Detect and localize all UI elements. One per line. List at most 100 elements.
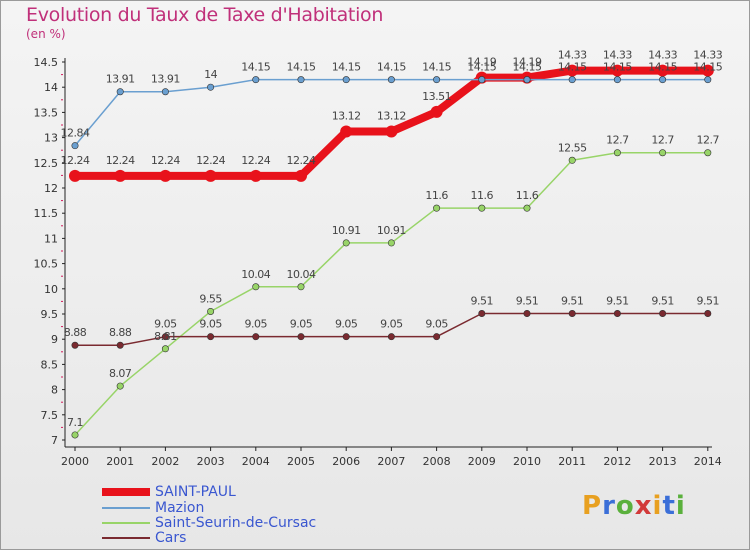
point-cars xyxy=(704,309,712,317)
data-label-mazion: 14.15 xyxy=(693,61,722,74)
chart-subtitle: (en %) xyxy=(26,27,66,41)
point-saint-paul xyxy=(611,64,624,77)
data-label-saint-seurin-de-cursac: 10.04 xyxy=(241,268,270,281)
data-label-saint-seurin-de-cursac: 8.07 xyxy=(109,367,132,380)
y-tick-label: 10.5 xyxy=(34,258,59,271)
y-tick-label: 13.5 xyxy=(34,106,59,119)
point-mazion xyxy=(161,88,169,96)
x-tick-label: 2010 xyxy=(513,455,541,468)
point-cars xyxy=(523,309,531,317)
point-saint-seurin-de-cursac xyxy=(478,204,486,212)
y-tick-label: 7.5 xyxy=(41,409,59,422)
data-label-cars: 9.51 xyxy=(606,294,629,307)
data-label-saint-paul: 12.24 xyxy=(151,154,180,167)
data-label-mazion: 14.15 xyxy=(241,61,270,74)
data-label-cars: 9.51 xyxy=(651,294,674,307)
point-saint-seurin-de-cursac xyxy=(207,307,215,315)
legend-label-cars: Cars xyxy=(155,530,187,546)
point-mazion xyxy=(433,76,441,84)
data-label-cars: 9.05 xyxy=(380,318,403,331)
data-label-saint-paul: 14.19 xyxy=(467,56,496,69)
point-cars xyxy=(613,309,621,317)
point-saint-paul xyxy=(114,169,127,182)
data-label-cars: 8.88 xyxy=(64,326,87,339)
point-cars xyxy=(568,309,576,317)
x-tick-label: 2011 xyxy=(558,455,586,468)
point-saint-paul xyxy=(249,169,262,182)
point-saint-seurin-de-cursac xyxy=(704,149,712,157)
x-tick-label: 2006 xyxy=(332,455,360,468)
data-label-cars: 9.51 xyxy=(697,294,720,307)
point-saint-paul xyxy=(340,125,353,138)
point-saint-paul xyxy=(430,105,443,118)
data-label-saint-seurin-de-cursac: 11.6 xyxy=(425,189,448,202)
point-saint-paul xyxy=(159,169,172,182)
data-label-mazion: 14.15 xyxy=(377,61,406,74)
data-label-saint-paul: 12.24 xyxy=(106,154,135,167)
point-saint-seurin-de-cursac xyxy=(613,149,621,157)
data-label-saint-paul: 12.24 xyxy=(241,154,270,167)
data-label-cars: 9.05 xyxy=(335,318,358,331)
data-label-mazion: 14.15 xyxy=(287,61,316,74)
point-saint-seurin-de-cursac xyxy=(116,382,124,390)
point-saint-seurin-de-cursac xyxy=(568,156,576,164)
data-label-saint-seurin-de-cursac: 10.04 xyxy=(287,268,316,281)
point-mazion xyxy=(478,76,486,84)
data-label-cars: 9.05 xyxy=(425,318,448,331)
data-label-cars: 9.51 xyxy=(516,294,539,307)
data-label-saint-seurin-de-cursac: 12.55 xyxy=(558,141,587,154)
y-tick-label: 8.5 xyxy=(41,358,59,371)
data-label-saint-seurin-de-cursac: 12.7 xyxy=(697,134,720,147)
data-label-mazion: 14.15 xyxy=(603,61,632,74)
data-label-mazion: 14.15 xyxy=(648,61,677,74)
x-tick-label: 2014 xyxy=(694,455,722,468)
x-tick-label: 2000 xyxy=(61,455,89,468)
data-label-saint-seurin-de-cursac: 10.91 xyxy=(332,224,361,237)
y-tick-label: 9.5 xyxy=(41,308,59,321)
y-tick-label: 12.5 xyxy=(34,157,59,170)
point-mazion xyxy=(523,76,531,84)
y-tick-label: 11 xyxy=(44,232,58,245)
data-label-saint-seurin-de-cursac: 9.55 xyxy=(199,292,222,305)
y-tick-label: 8 xyxy=(51,384,58,397)
point-cars xyxy=(387,333,395,341)
data-label-mazion: 14.15 xyxy=(332,61,361,74)
point-saint-paul xyxy=(69,169,81,182)
y-tick-label: 9 xyxy=(51,333,58,346)
y-tick-label: 7 xyxy=(51,434,58,447)
point-saint-seurin-de-cursac xyxy=(523,204,531,212)
point-saint-paul xyxy=(295,169,307,182)
point-saint-seurin-de-cursac xyxy=(387,239,395,247)
data-label-mazion: 12.84 xyxy=(61,127,90,140)
data-label-saint-paul: 12.24 xyxy=(196,154,225,167)
point-cars xyxy=(478,309,486,317)
point-cars xyxy=(161,333,169,341)
data-label-mazion: 14.15 xyxy=(422,61,451,74)
y-tick-label: 14 xyxy=(44,81,58,94)
point-cars xyxy=(297,333,305,341)
data-label-saint-paul: 14.33 xyxy=(558,49,587,62)
point-saint-seurin-de-cursac xyxy=(297,283,305,291)
proxiti-logo: Proxiti xyxy=(582,491,686,521)
y-tick-label: 12 xyxy=(44,182,58,195)
legend-label-saint-paul: SAINT-PAUL xyxy=(155,484,236,500)
data-label-saint-seurin-de-cursac: 7.1 xyxy=(67,416,83,429)
x-tick-label: 2001 xyxy=(106,455,134,468)
data-label-cars: 9.05 xyxy=(245,318,268,331)
data-label-saint-paul: 14.33 xyxy=(648,49,677,62)
data-label-saint-paul: 12.24 xyxy=(287,154,316,167)
point-saint-paul xyxy=(385,125,398,138)
point-cars xyxy=(207,333,215,341)
data-label-cars: 9.05 xyxy=(154,318,177,331)
point-cars xyxy=(116,341,124,349)
point-saint-paul xyxy=(656,64,669,77)
x-tick-label: 2005 xyxy=(287,455,315,468)
data-label-cars: 8.88 xyxy=(109,326,132,339)
point-saint-seurin-de-cursac xyxy=(71,431,79,439)
data-label-saint-paul: 12.24 xyxy=(61,154,90,167)
y-tick-label: 13 xyxy=(44,132,58,145)
point-mazion xyxy=(387,76,395,84)
legend-swatch-mazion xyxy=(102,507,150,509)
point-mazion xyxy=(252,76,260,84)
